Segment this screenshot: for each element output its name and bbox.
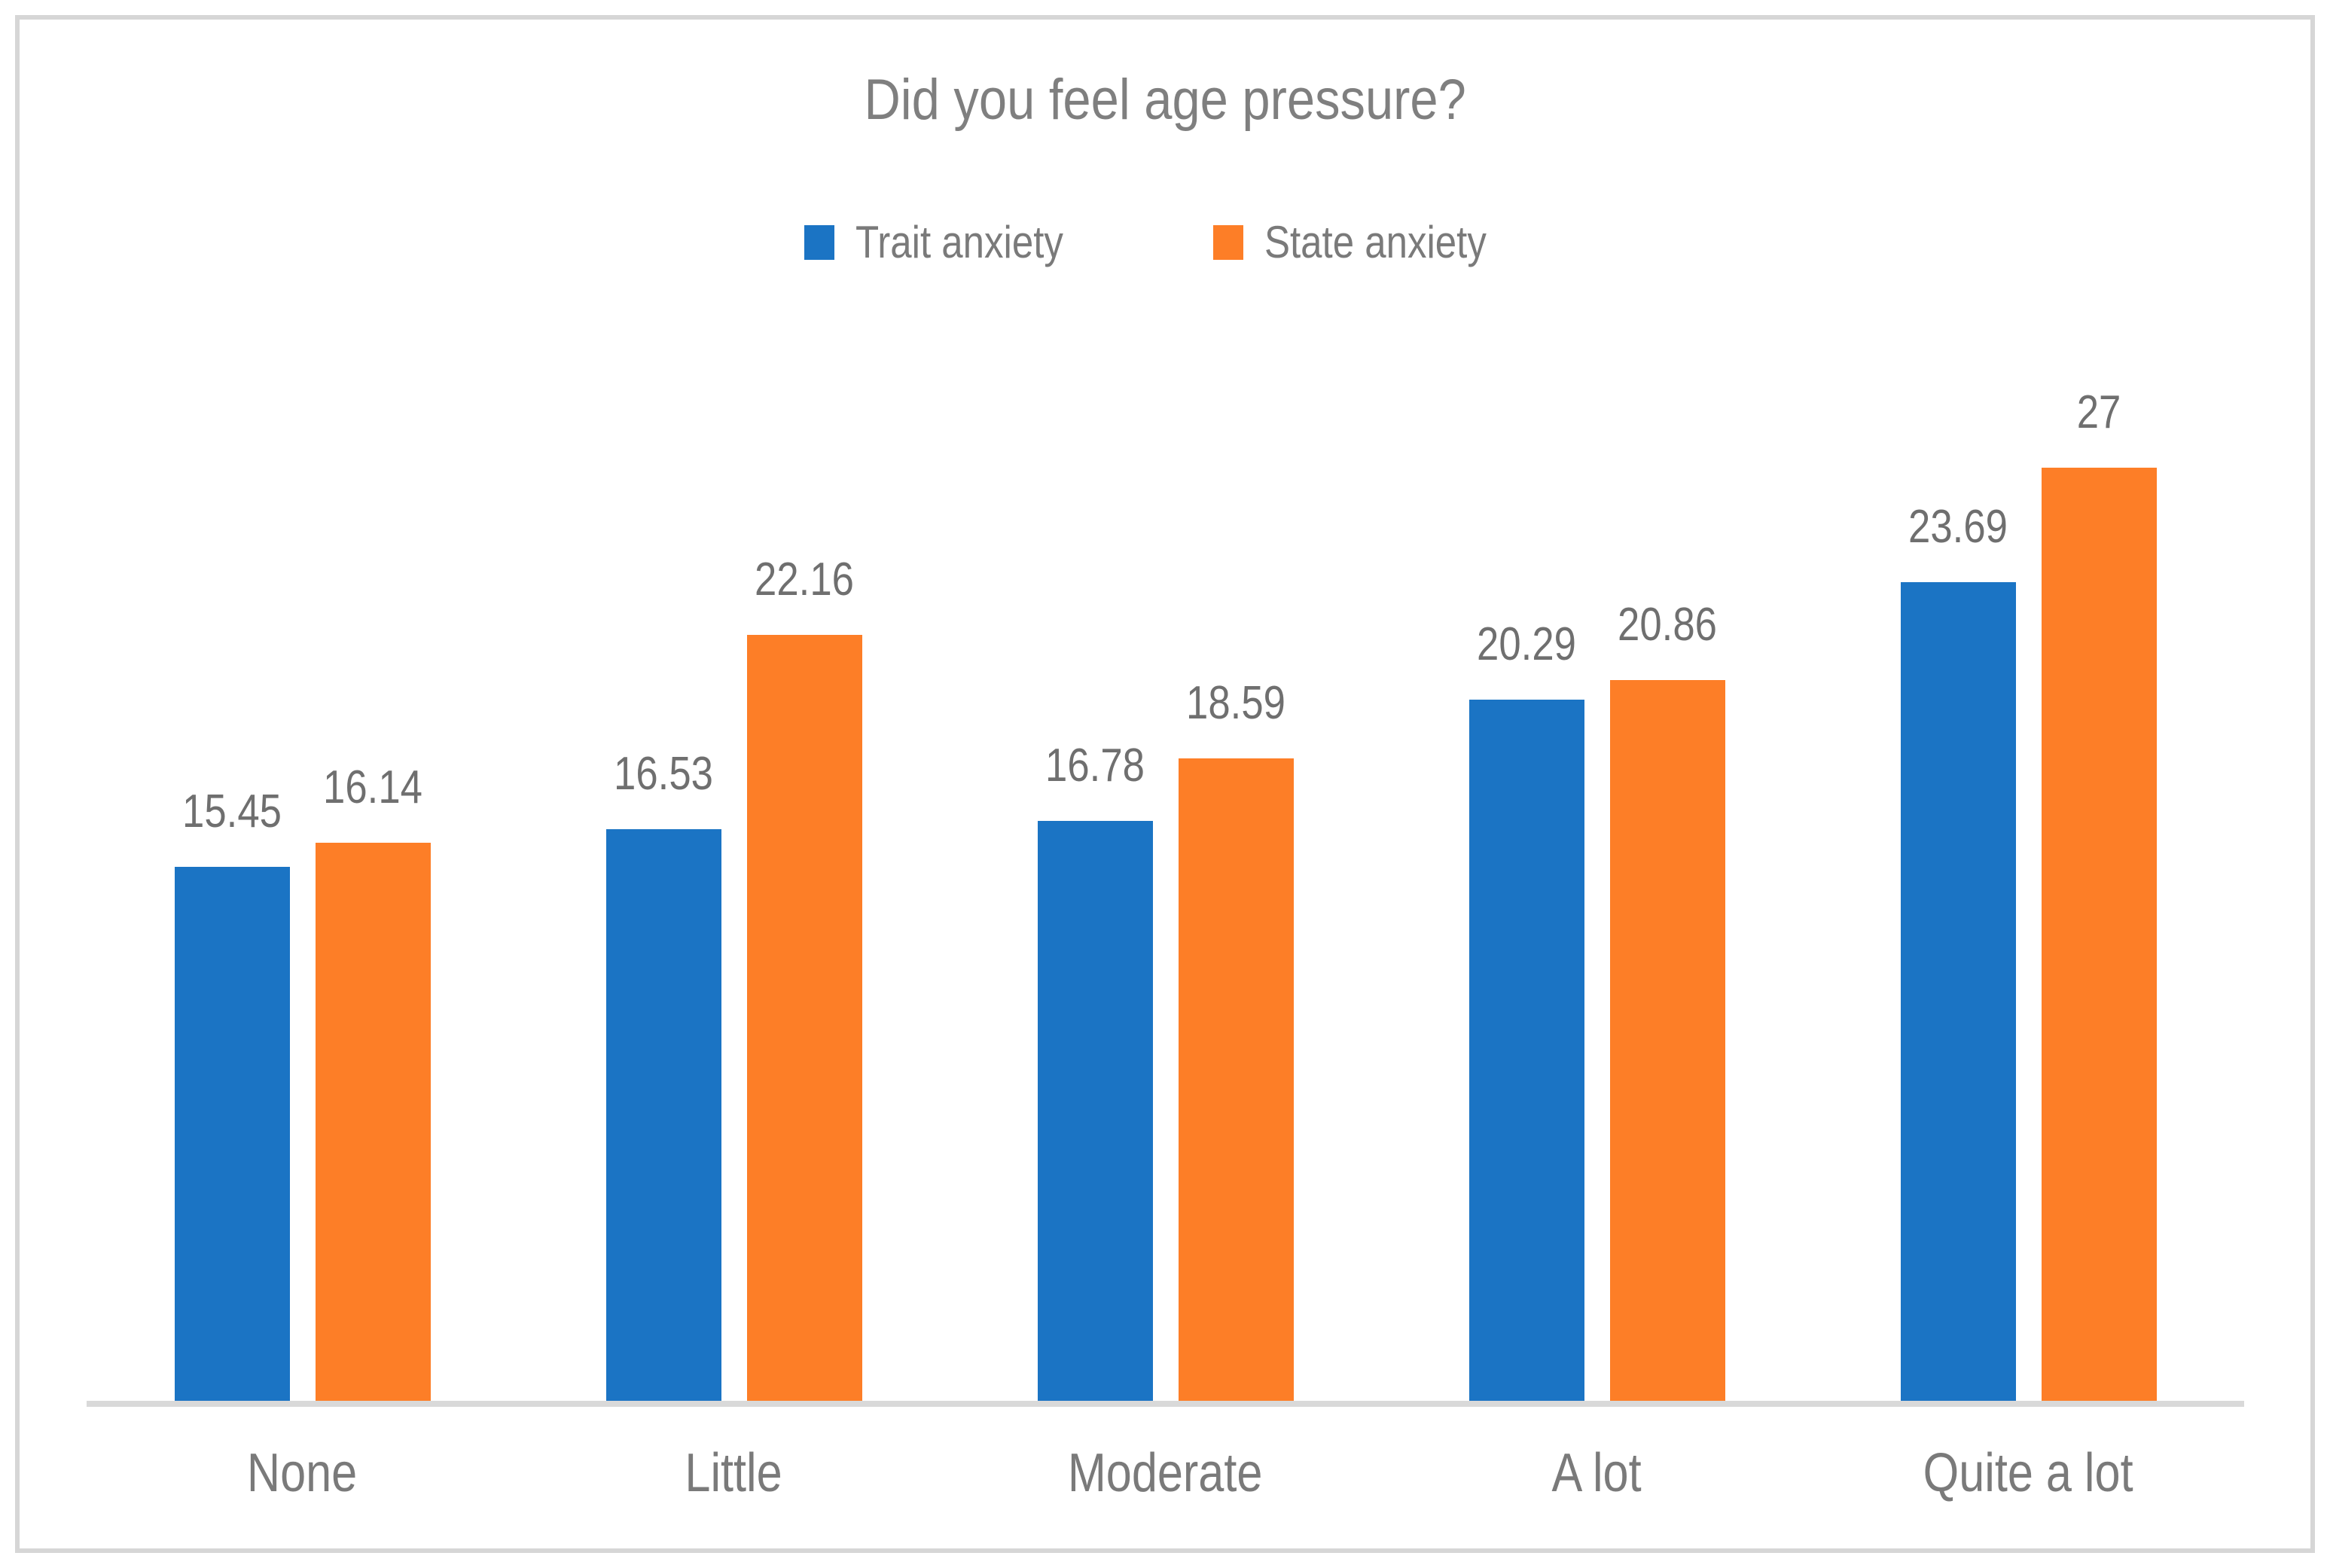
legend-swatch-state-anxiety-icon xyxy=(1212,225,1243,260)
legend-label-trait-anxiety: Trait anxiety xyxy=(855,217,1064,267)
x-axis-line xyxy=(87,1401,2244,1407)
bar-value-label: 23.69 xyxy=(1908,500,2008,553)
bar-trait-anxiety-little: 16.53 xyxy=(605,751,721,1401)
chart-title: Did you feel age pressure? xyxy=(20,72,2310,129)
bar-group-little: 16.53 22.16 xyxy=(518,396,950,1401)
bar-state-anxiety-a-lot: 20.86 xyxy=(1609,601,1725,1401)
category-label-text: Quite a lot xyxy=(1923,1443,2133,1503)
plot-area: 15.45 16.14 16.53 22.16 16.78 18.59 20.29 20.86… xyxy=(87,389,2244,1401)
legend-label-state-anxiety: State anxiety xyxy=(1264,217,1487,267)
legend-item-trait-anxiety: Trait anxiety xyxy=(804,220,1100,265)
bar-group-quite-a-lot: 23.69 27 xyxy=(1813,389,2244,1401)
legend-swatch-trait-anxiety-icon xyxy=(804,225,835,260)
category-label-quite-a-lot: Quite a lot xyxy=(1813,1446,2244,1500)
bar-state-anxiety-none: 16.14 xyxy=(315,764,431,1401)
bar-group-moderate: 16.78 18.59 xyxy=(950,396,1381,1401)
category-label-text: Little xyxy=(685,1443,783,1503)
bar-state-anxiety-moderate: 18.59 xyxy=(1178,679,1294,1401)
bar-value-label: 22.16 xyxy=(755,553,854,606)
bar-state-anxiety-little: 22.16 xyxy=(746,556,862,1401)
bar-trait-anxiety-a-lot: 20.29 xyxy=(1468,621,1584,1401)
bar-trait-anxiety-none: 15.45 xyxy=(174,788,290,1401)
category-label-text: A lot xyxy=(1551,1443,1642,1503)
bar-state-anxiety-quite-a-lot: 27 xyxy=(2041,389,2157,1401)
category-label-a-lot: A lot xyxy=(1381,1446,1813,1500)
bar-value-label: 16.14 xyxy=(323,761,422,814)
category-label-little: Little xyxy=(518,1446,950,1500)
bar-trait-anxiety-quite-a-lot: 23.69 xyxy=(1900,503,2016,1401)
bar-trait-anxiety-moderate: 16.78 xyxy=(1037,742,1153,1401)
bar-value-label: 27 xyxy=(2076,386,2121,438)
legend-item-state-anxiety: State anxiety xyxy=(1212,217,1526,267)
chart-title-text: Did you feel age pressure? xyxy=(864,68,1466,132)
bar-value-label: 20.29 xyxy=(1477,618,1576,670)
bar-value-label: 20.86 xyxy=(1618,598,1717,651)
category-label-moderate: Moderate xyxy=(950,1446,1381,1500)
bar-value-label: 15.45 xyxy=(182,785,282,837)
x-axis-labels: None Little Moderate A lot Quite a lot xyxy=(87,1446,2244,1500)
bar-value-label: 16.78 xyxy=(1045,739,1145,792)
chart-legend: Trait anxiety State anxiety xyxy=(20,220,2310,265)
bar-group-a-lot: 20.29 20.86 xyxy=(1381,396,1813,1401)
bar-value-label: 16.53 xyxy=(614,748,713,801)
category-label-none: None xyxy=(87,1446,518,1500)
chart-frame: Did you feel age pressure? Trait anxiety… xyxy=(15,15,2315,1553)
category-label-text: None xyxy=(247,1443,358,1503)
bar-value-label: 18.59 xyxy=(1186,676,1285,729)
bar-group-none: 15.45 16.14 xyxy=(87,396,518,1401)
category-label-text: Moderate xyxy=(1068,1443,1263,1503)
